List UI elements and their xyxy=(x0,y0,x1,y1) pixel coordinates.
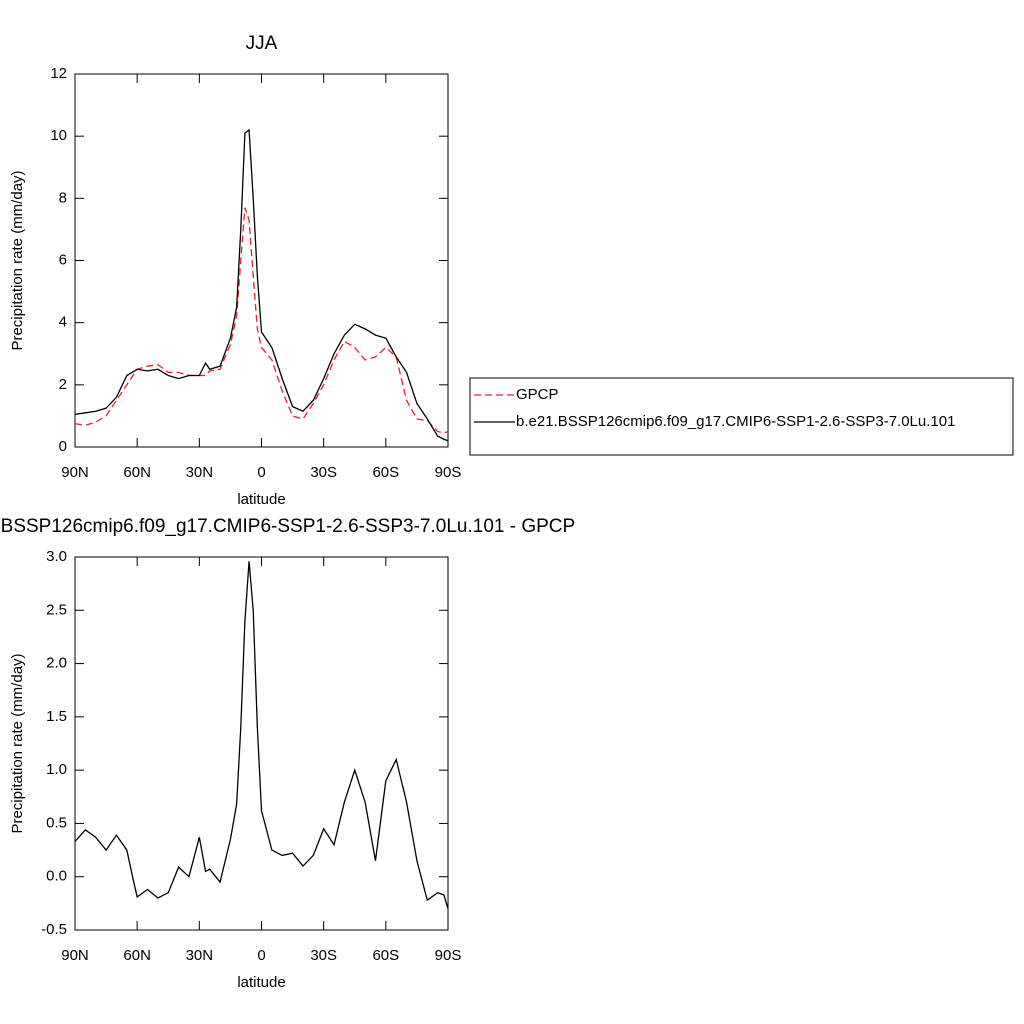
y-tick-label: 0.0 xyxy=(46,868,67,885)
x-tick-label: 30N xyxy=(186,464,214,481)
x-tick-label: 30S xyxy=(310,464,337,481)
y-tick-label: 2 xyxy=(59,376,67,393)
y-tick-label: 1.0 xyxy=(46,761,67,778)
plot-frame xyxy=(74,556,449,931)
x-tick-label: 60S xyxy=(372,947,399,964)
y-tick-label: 0 xyxy=(59,438,67,455)
x-tick-label: 60N xyxy=(123,947,151,964)
legend-label: GPCP xyxy=(516,386,559,403)
x-tick-label: 90S xyxy=(435,947,462,964)
plot-frame xyxy=(74,73,449,448)
legend-label: b.e21.BSSP126cmip6.f09_g17.CMIP6-SSP1-2.… xyxy=(516,413,955,430)
chart-title: b.e21.BSSP126cmip6.f09_g17.CMIP6-SSP1-2.… xyxy=(0,516,575,537)
x-tick-label: 60S xyxy=(372,464,399,481)
y-tick-label: 4 xyxy=(59,314,67,331)
x-tick-label: 0 xyxy=(257,464,265,481)
y-tick-label: 12 xyxy=(50,65,67,82)
data-line xyxy=(74,128,449,442)
y-tick-label: 0.5 xyxy=(46,814,67,831)
y-axis-title: Precipitation rate (mm/day) xyxy=(9,653,26,833)
y-tick-label: 1.5 xyxy=(46,708,67,725)
x-tick-label: 0 xyxy=(257,947,265,964)
y-tick-label: 3.0 xyxy=(46,548,67,565)
y-tick-label: 2.5 xyxy=(46,601,67,618)
y-tick-label: 2.0 xyxy=(46,655,67,672)
y-tick-label: 8 xyxy=(59,189,67,206)
y-tick-label: 6 xyxy=(59,251,67,268)
x-tick-label: 60N xyxy=(123,464,151,481)
y-tick-label: -0.5 xyxy=(41,921,67,938)
x-tick-label: 90N xyxy=(61,464,89,481)
chart-title: JJA xyxy=(246,33,278,54)
y-tick-label: 10 xyxy=(50,127,67,144)
data-line xyxy=(74,207,449,434)
x-axis-title: latitude xyxy=(237,491,285,508)
x-axis-title: latitude xyxy=(237,974,285,991)
x-tick-label: 90N xyxy=(61,947,89,964)
legend-box xyxy=(469,377,1014,456)
x-tick-label: 90S xyxy=(435,464,462,481)
y-axis-title: Precipitation rate (mm/day) xyxy=(9,170,26,350)
x-tick-label: 30N xyxy=(186,947,214,964)
data-line xyxy=(74,561,449,909)
x-tick-label: 30S xyxy=(310,947,337,964)
